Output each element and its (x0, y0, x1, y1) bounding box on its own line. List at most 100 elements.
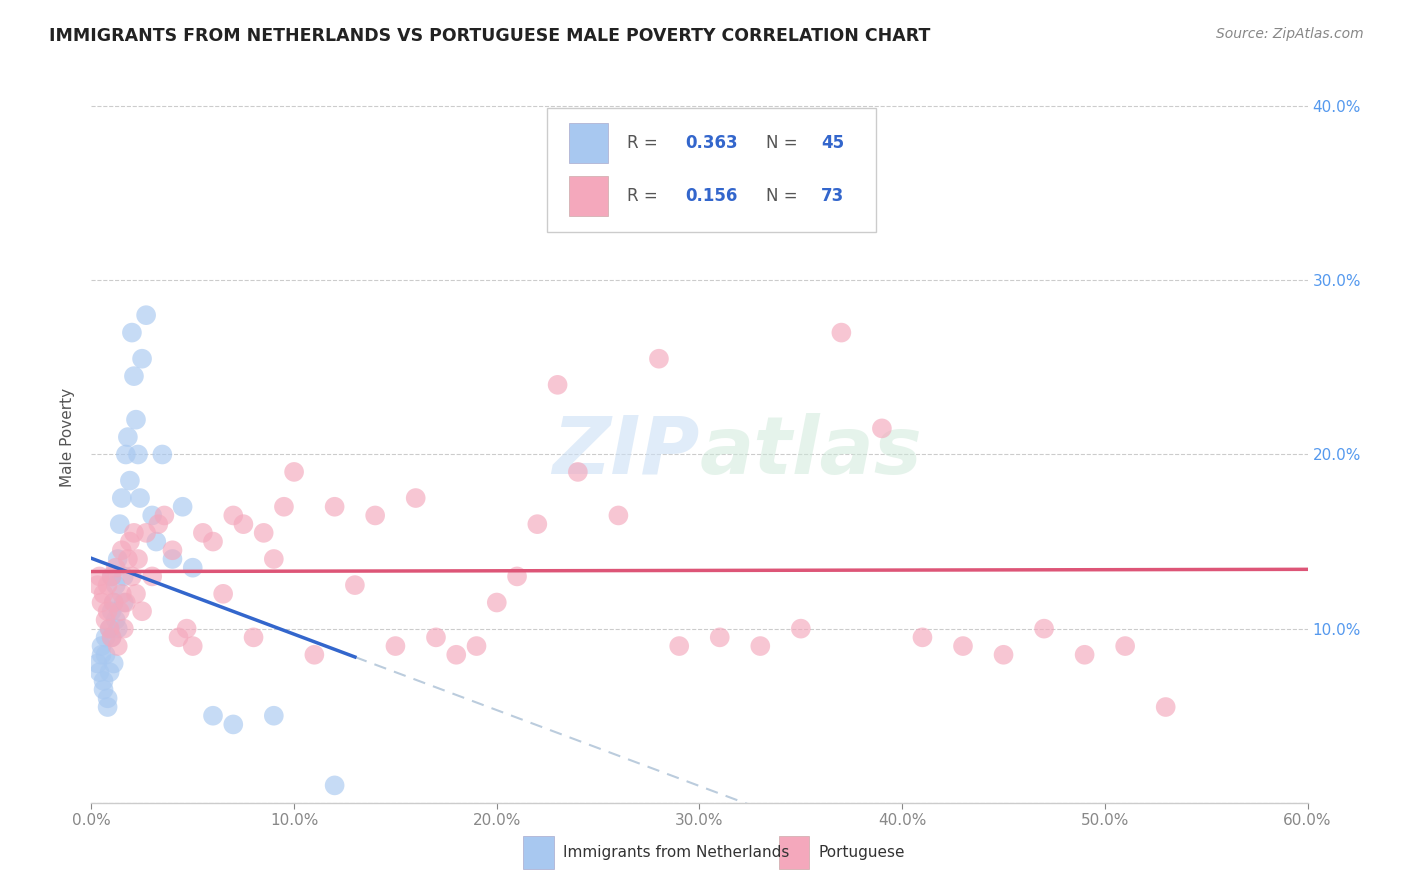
Point (100, 569, 122, 583)
Point (202, 708, 225, 723)
Point (150, 448, 173, 462)
Point (131, 351, 153, 366)
Point (547, 377, 569, 392)
Point (283, 465, 305, 479)
Text: N =: N = (766, 187, 803, 205)
Point (103, 595, 125, 609)
Point (127, 448, 149, 462)
Point (93, 682, 115, 697)
Text: R =: R = (627, 187, 662, 205)
Point (104, 578, 127, 592)
Point (86, 657, 108, 671)
Point (97, 578, 120, 592)
Point (222, 717, 245, 731)
Point (425, 631, 447, 645)
Point (263, 552, 285, 566)
Point (1073, 648, 1095, 662)
Point (141, 569, 163, 583)
Point (121, 326, 143, 340)
Point (526, 517, 548, 532)
Point (112, 622, 135, 636)
Point (90, 648, 112, 662)
Point (273, 500, 295, 514)
Point (115, 448, 138, 462)
Point (135, 308, 157, 322)
Text: Immigrants from Netherlands: Immigrants from Netherlands (564, 845, 790, 860)
Point (148, 517, 170, 532)
Text: ZIP: ZIP (553, 413, 699, 491)
Point (89, 569, 111, 583)
Point (364, 508, 387, 523)
Point (129, 491, 152, 505)
Text: 0.363: 0.363 (685, 134, 738, 152)
Point (162, 543, 184, 558)
Text: R =: R = (627, 134, 662, 152)
Y-axis label: Male Poverty: Male Poverty (60, 387, 76, 487)
Point (117, 430, 139, 444)
Point (90, 639, 112, 653)
Point (94, 613, 117, 627)
Point (1114, 639, 1136, 653)
Point (485, 595, 508, 609)
Point (162, 552, 184, 566)
Point (790, 622, 813, 636)
Point (107, 552, 129, 566)
Point (444, 648, 467, 662)
Point (98, 622, 121, 636)
Point (111, 491, 134, 505)
Point (911, 631, 934, 645)
Point (181, 560, 204, 574)
Point (343, 578, 366, 592)
Point (98, 665, 121, 680)
Point (323, 500, 346, 514)
Point (100, 631, 122, 645)
Point (830, 326, 852, 340)
Point (125, 587, 148, 601)
Point (870, 421, 893, 435)
Point (127, 552, 149, 566)
Point (709, 631, 731, 645)
Point (202, 534, 225, 549)
Point (172, 500, 194, 514)
Point (153, 508, 176, 523)
Point (122, 525, 145, 540)
Bar (569, 176, 609, 216)
Point (100, 569, 122, 583)
Point (181, 639, 204, 653)
Text: 73: 73 (821, 187, 845, 205)
Point (1033, 622, 1056, 636)
Point (567, 465, 589, 479)
Text: 45: 45 (821, 134, 844, 152)
Point (668, 639, 690, 653)
Point (749, 639, 772, 653)
Point (176, 622, 198, 636)
Point (118, 534, 141, 549)
Point (125, 412, 148, 426)
FancyBboxPatch shape (547, 108, 876, 232)
Text: Portuguese: Portuguese (818, 845, 905, 860)
Point (103, 595, 125, 609)
Point (405, 491, 427, 505)
Text: Source: ZipAtlas.com: Source: ZipAtlas.com (1216, 27, 1364, 41)
Point (93, 587, 115, 601)
Point (122, 369, 145, 384)
Text: IMMIGRANTS FROM NETHERLANDS VS PORTUGUESE MALE POVERTY CORRELATION CHART: IMMIGRANTS FROM NETHERLANDS VS PORTUGUES… (49, 27, 931, 45)
Bar (569, 122, 609, 163)
Point (86, 578, 108, 592)
Text: 0.156: 0.156 (685, 187, 737, 205)
Point (607, 508, 630, 523)
Point (100, 604, 122, 618)
Point (108, 517, 131, 532)
Point (993, 648, 1015, 662)
Point (304, 648, 326, 662)
Point (1154, 700, 1177, 714)
Point (97, 700, 120, 714)
Point (89, 665, 111, 680)
Point (103, 657, 125, 671)
Point (97, 604, 120, 618)
Point (232, 517, 254, 532)
Point (94, 648, 117, 662)
Bar (779, 836, 808, 869)
Point (121, 569, 143, 583)
Point (98, 622, 121, 636)
